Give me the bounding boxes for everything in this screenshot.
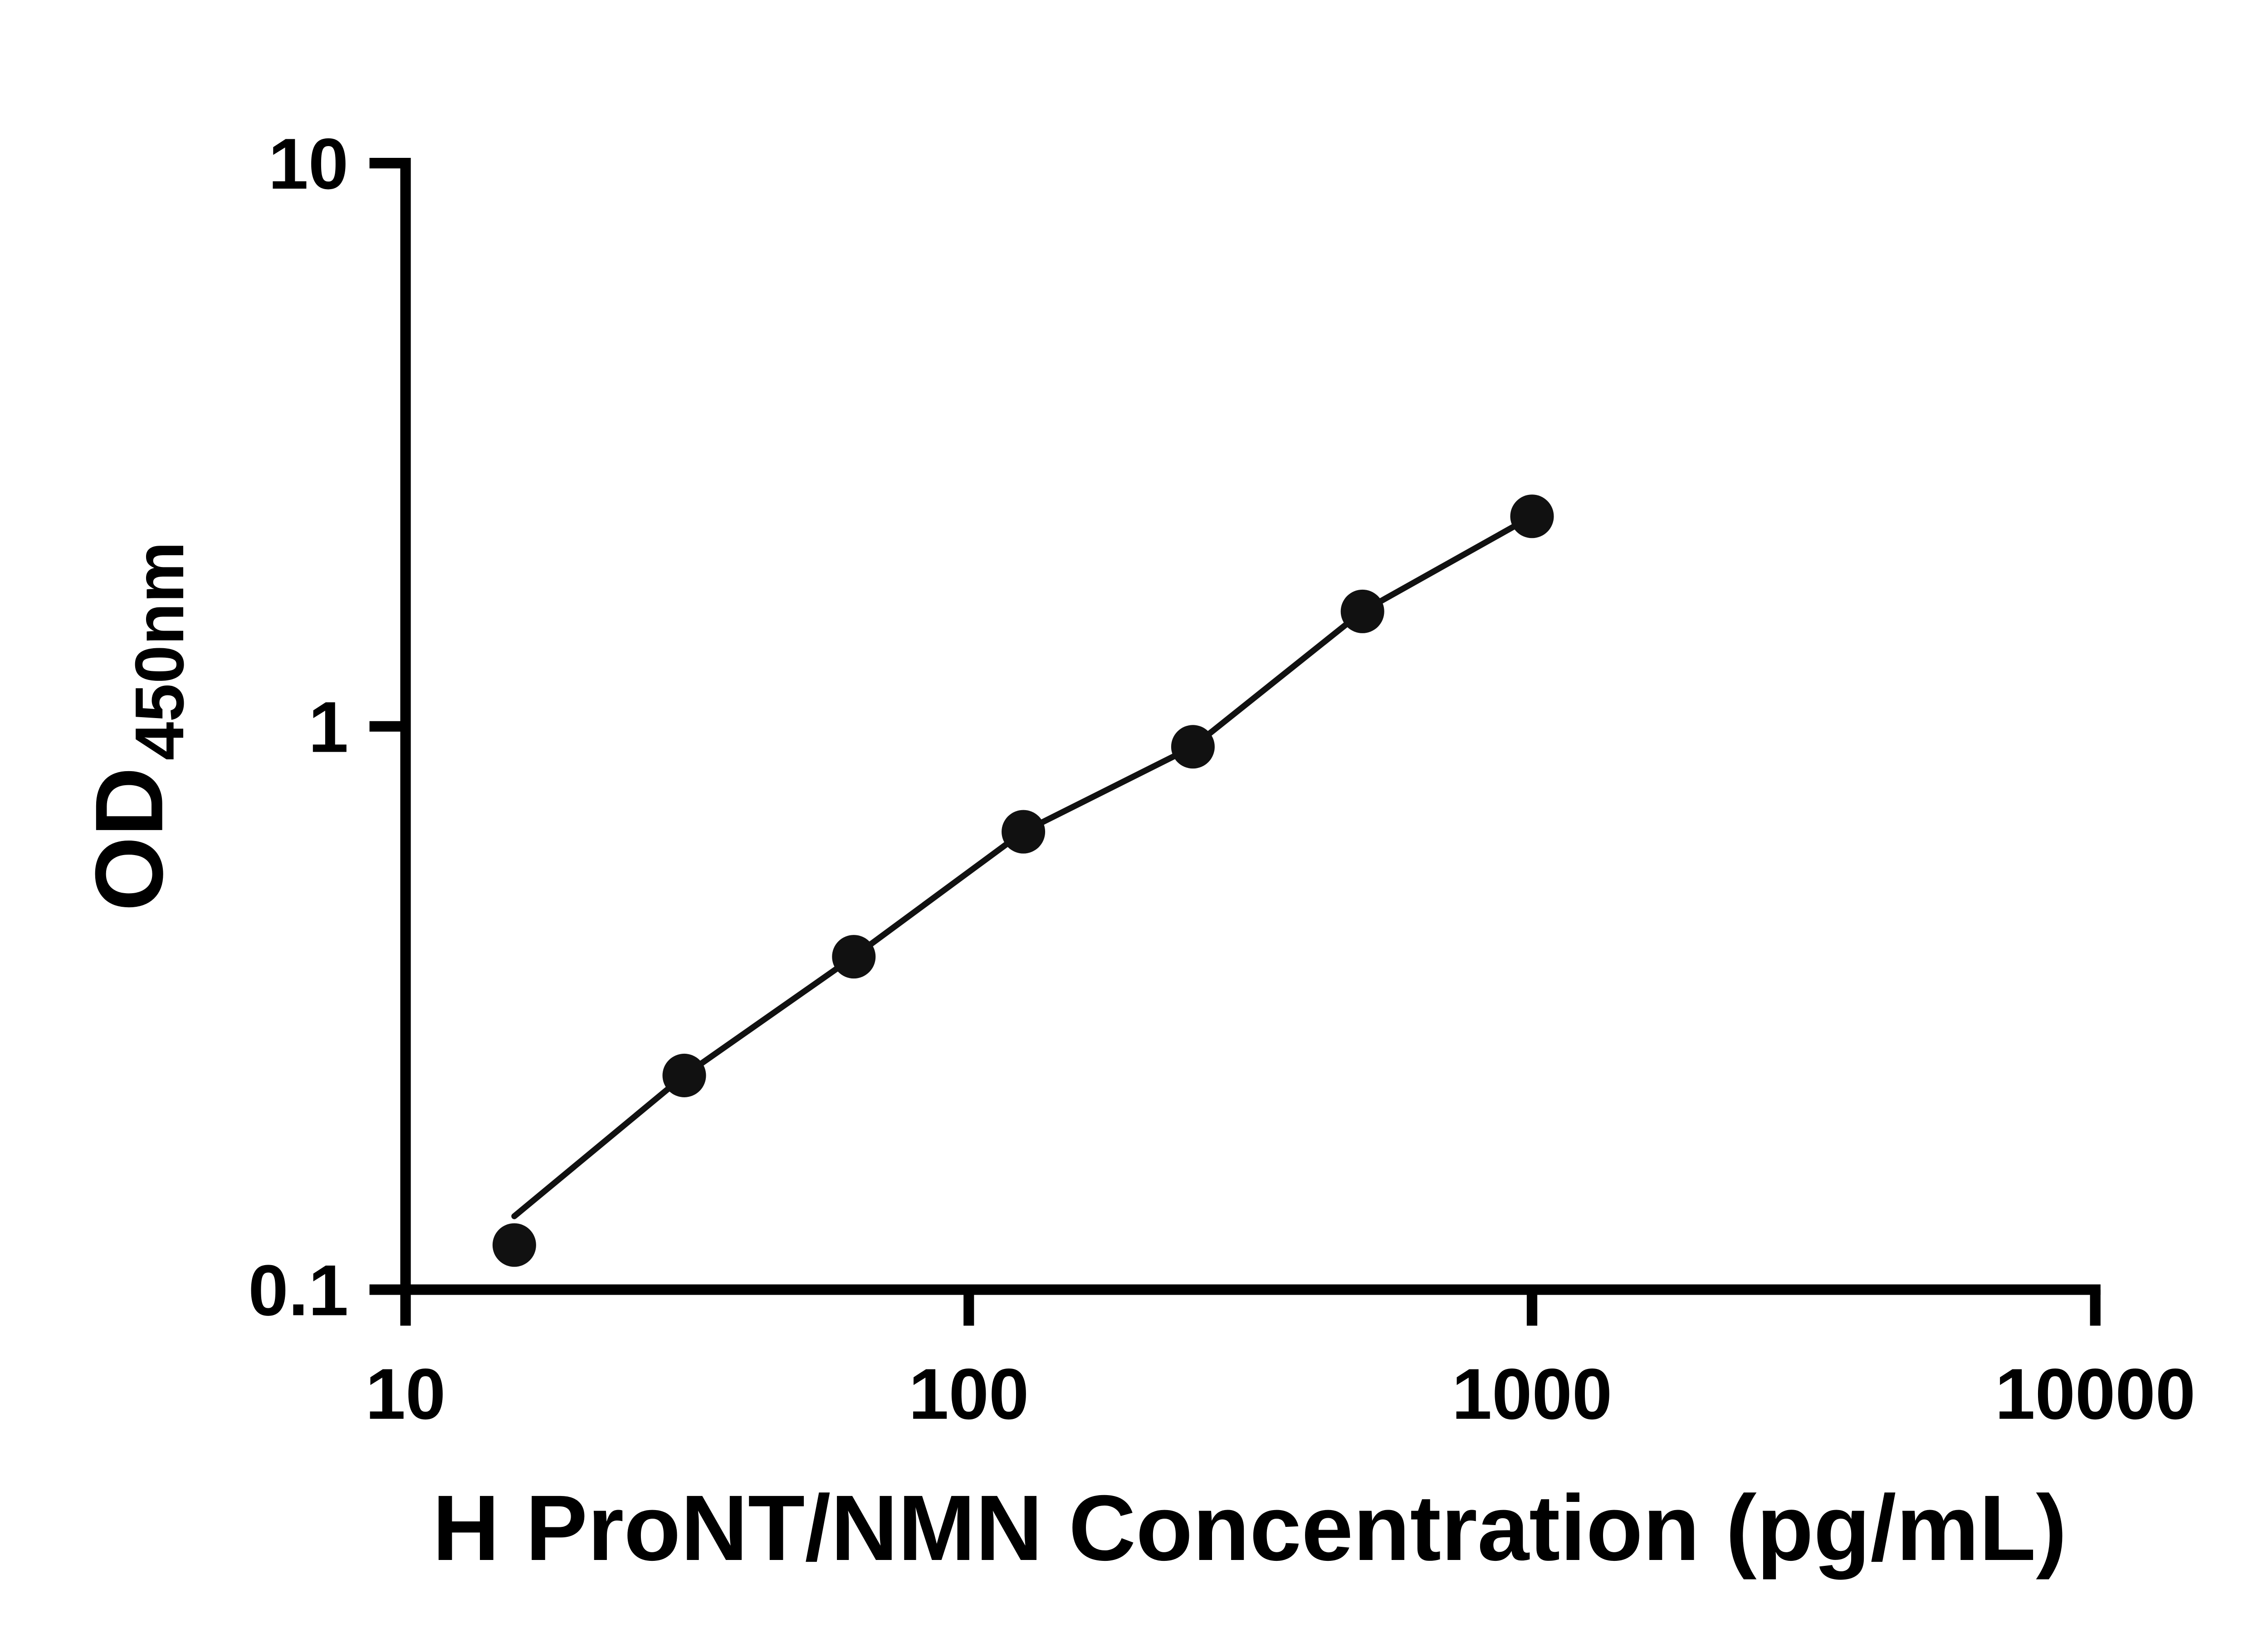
data-point xyxy=(832,935,876,979)
x-tick-label: 10000 xyxy=(1995,1354,2195,1434)
data-point xyxy=(492,1223,536,1267)
y-axis-title-subscript: 450nm xyxy=(121,542,198,761)
y-tick-label: 0.1 xyxy=(248,1250,348,1330)
y-tick-label: 10 xyxy=(268,123,348,204)
axes-group xyxy=(400,158,2101,1295)
x-tick-label: 100 xyxy=(909,1354,1029,1434)
y-tick-label: 1 xyxy=(308,687,348,768)
data-point xyxy=(662,1053,706,1097)
y-axis-title: OD 450nm xyxy=(75,542,198,911)
data-points-group xyxy=(492,494,1554,1267)
data-point xyxy=(1002,810,1046,854)
axis-lines xyxy=(400,158,2101,1295)
x-tick-label: 1000 xyxy=(1452,1354,1613,1434)
x-axis-title: H ProNT/NMN Concentration (pg/mL) xyxy=(432,1476,2067,1580)
x-tick-label: 10 xyxy=(366,1354,446,1434)
x-ticks-group: 10 100 1000 10000 xyxy=(366,1290,2195,1434)
data-point xyxy=(1171,725,1215,769)
y-axis-title-main: OD xyxy=(75,767,183,911)
data-point xyxy=(1340,589,1384,633)
y-ticks-group: 0.1 1 10 xyxy=(248,123,406,1330)
data-point xyxy=(1510,494,1554,538)
